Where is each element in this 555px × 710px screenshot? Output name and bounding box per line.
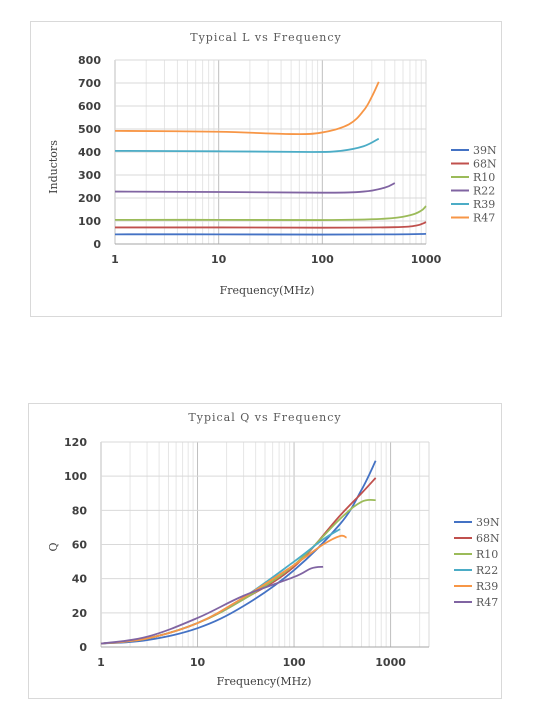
x-axis-label: Frequency(MHz) [217, 675, 312, 688]
y-tick-label: 800 [78, 54, 101, 67]
y-tick-label: 700 [78, 77, 101, 90]
x-tick-label: 100 [283, 656, 306, 669]
x-tick-label: 1000 [411, 253, 442, 266]
y-axis-label: Inductors [47, 140, 60, 194]
chart-q-svg: Typical Q vs Frequency Frequency(MHz) Q … [47, 411, 500, 688]
legend: 39N 68N R10 R22 R39 R47 [454, 516, 500, 609]
x-tick-label: 10 [211, 253, 227, 266]
legend-label-r22: R22 [473, 185, 495, 198]
x-axis-label: Frequency(MHz) [220, 284, 315, 297]
y-axis-label: Q [47, 542, 60, 551]
legend-label-r47: R47 [473, 212, 495, 225]
y-tick-label: 300 [78, 169, 101, 182]
series-line-r22 [114, 182, 396, 194]
y-tick-label: 100 [64, 470, 87, 483]
x-tick-label: 10 [190, 656, 206, 669]
y-tick-label: 40 [72, 573, 88, 586]
legend-label-68n: 68N [473, 158, 497, 171]
legend-label-r10: R10 [473, 171, 495, 184]
series-line-r39 [114, 137, 380, 153]
y-tick-label: 80 [72, 504, 88, 517]
legend-label-r47: R47 [476, 596, 498, 609]
chart-l-vs-frequency: Typical L vs Frequency Frequency(MHz) In… [30, 21, 502, 317]
x-tick-label: 1 [97, 656, 105, 669]
chart-l-svg: Typical L vs Frequency Frequency(MHz) In… [47, 31, 497, 297]
y-tick-label: 400 [78, 146, 101, 159]
legend-label-39n: 39N [473, 144, 497, 157]
grid [100, 441, 430, 648]
series-line-r10 [114, 205, 427, 222]
chart-q-vs-frequency: Typical Q vs Frequency Frequency(MHz) Q … [28, 403, 502, 699]
legend-label-r10: R10 [476, 548, 498, 561]
series-line-r39 [100, 534, 347, 645]
legend-label-r39: R39 [476, 580, 498, 593]
y-tick-label: 200 [78, 192, 101, 205]
chart-title: Typical L vs Frequency [190, 31, 342, 44]
y-tick-label: 100 [78, 215, 101, 228]
y-tick-label: 20 [72, 607, 88, 620]
legend-label-r22: R22 [476, 564, 498, 577]
y-tick-label: 500 [78, 123, 101, 136]
x-tick-label: 1 [111, 253, 119, 266]
y-tick-label: 0 [79, 641, 87, 654]
y-tick-label: 0 [93, 238, 101, 251]
series-line-68n [114, 221, 427, 229]
series-line-r47 [100, 565, 324, 645]
series-line-68n [100, 477, 377, 645]
y-tick-label: 120 [64, 436, 87, 449]
x-tick-label: 1000 [375, 656, 406, 669]
legend-label-39n: 39N [476, 516, 500, 529]
series-line-r22 [100, 528, 341, 645]
series-line-39n [100, 460, 377, 645]
legend-label-68n: 68N [476, 532, 500, 545]
y-tick-label: 600 [78, 100, 101, 113]
series-line-r47 [114, 81, 380, 136]
x-tick-label: 100 [311, 253, 334, 266]
series-line-39n [114, 232, 427, 236]
legend-label-r39: R39 [473, 198, 495, 211]
y-tick-label: 60 [72, 539, 88, 552]
chart-title: Typical Q vs Frequency [188, 411, 341, 424]
